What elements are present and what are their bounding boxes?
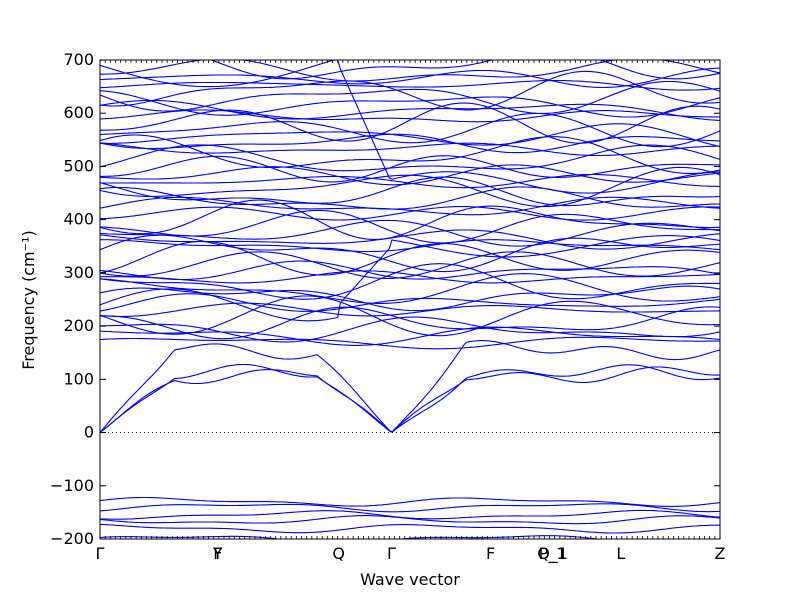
band-line — [99, 293, 721, 312]
band-line — [100, 306, 721, 340]
band-line — [100, 173, 720, 189]
x-tick-label: Q — [332, 544, 345, 563]
bands-group — [99, 59, 721, 540]
band-line — [99, 144, 721, 172]
band-line — [99, 503, 721, 513]
band-line — [99, 176, 721, 207]
x-tick-label: Γ — [96, 544, 105, 563]
band-line — [99, 70, 721, 111]
band-line — [99, 496, 721, 507]
y-tick-label: −200 — [50, 529, 94, 548]
y-ticks-group: −200 −100 0 100 200 300 400 500 600 700 — [50, 50, 720, 548]
x-tick-label: F — [486, 544, 495, 563]
x-tick-label: Q_1 — [537, 544, 568, 564]
band-line — [99, 109, 720, 123]
y-tick-label: 600 — [63, 103, 94, 122]
band-line — [100, 239, 721, 253]
band-line — [99, 206, 721, 221]
band-line — [99, 336, 721, 350]
band-line — [99, 263, 721, 300]
x-tick-label: Γ — [387, 544, 396, 563]
y-tick-label: 500 — [63, 156, 94, 175]
band-line — [99, 363, 721, 434]
x-tick-label: Z — [715, 544, 726, 563]
plot-background — [100, 60, 720, 539]
y-axis-title: Frequency (cm⁻¹) — [19, 230, 38, 369]
band-line — [99, 142, 720, 157]
band-line — [99, 235, 721, 322]
band-line — [99, 302, 721, 317]
band-line — [99, 340, 721, 433]
band-line — [99, 316, 721, 343]
band-line — [99, 59, 721, 194]
band-line — [99, 260, 721, 281]
band-line — [99, 112, 721, 148]
y-tick-label: −100 — [50, 476, 94, 495]
band-line — [99, 199, 721, 240]
band-line — [99, 123, 721, 147]
y-tick-label: 300 — [63, 263, 94, 282]
x-tick-label: P_1 — [539, 544, 567, 564]
band-line — [99, 251, 721, 280]
band-line — [99, 186, 721, 210]
band-line — [99, 79, 721, 91]
x-tick-label: Y — [212, 544, 223, 563]
band-line — [99, 67, 721, 89]
x-tick-label: F — [213, 544, 222, 563]
plot-frame — [99, 59, 721, 540]
band-line — [99, 99, 721, 121]
band-line — [99, 509, 721, 520]
band-line — [99, 219, 721, 247]
band-line — [99, 196, 721, 216]
band-line — [99, 164, 721, 186]
band-line — [99, 295, 721, 337]
band-line — [99, 326, 721, 346]
band-line — [99, 90, 721, 118]
y-tick-label: 200 — [63, 316, 94, 335]
band-line — [99, 80, 721, 114]
band-line — [99, 523, 720, 534]
y-tick-label: 0 — [84, 423, 94, 442]
band-line — [99, 273, 721, 304]
x-tick-label: L — [616, 544, 625, 563]
band-line — [99, 229, 721, 250]
band-line — [99, 366, 721, 434]
band-line — [100, 270, 721, 284]
band-line — [99, 102, 721, 144]
x-axis-title: Wave vector — [360, 570, 460, 589]
y-tick-label: 400 — [63, 210, 94, 229]
y-tick-label: 100 — [63, 369, 94, 388]
band-line — [99, 209, 720, 244]
y-tick-label: 700 — [63, 50, 94, 69]
